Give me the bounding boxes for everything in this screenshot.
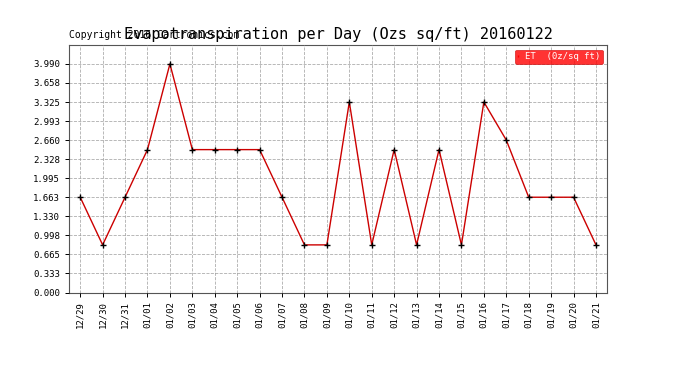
Text: Copyright 2016 Cartronics.com: Copyright 2016 Cartronics.com <box>69 30 239 40</box>
Legend: ET  (0z/sq ft): ET (0z/sq ft) <box>515 50 602 64</box>
Title: Evapotranspiration per Day (Ozs sq/ft) 20160122: Evapotranspiration per Day (Ozs sq/ft) 2… <box>124 27 553 42</box>
